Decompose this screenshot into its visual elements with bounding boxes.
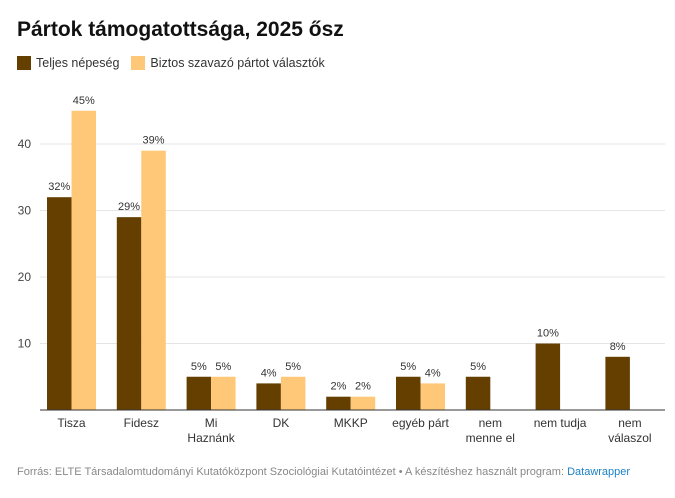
- data-label: 32%: [48, 181, 70, 193]
- data-label: 10%: [537, 328, 559, 340]
- data-label: 5%: [215, 361, 231, 373]
- data-label: 5%: [470, 361, 486, 373]
- bar: [326, 396, 351, 410]
- bar: [256, 383, 281, 410]
- legend-item-voters: Biztos szavazó pártot választók: [131, 56, 325, 70]
- bar: [186, 376, 212, 410]
- legend: Teljes népeség Biztos szavazó pártot vál…: [17, 56, 325, 70]
- bar: [116, 217, 142, 410]
- data-label: 29%: [118, 201, 140, 213]
- y-tick-label: 20: [18, 270, 32, 284]
- y-tick-label: 10: [18, 337, 32, 351]
- x-tick-label: válaszol: [608, 431, 651, 445]
- source-text: Forrás: ELTE Társadalomtudományi Kutatók…: [17, 466, 568, 478]
- data-label: 5%: [285, 361, 301, 373]
- bar: [280, 376, 306, 410]
- bar: [47, 197, 72, 410]
- bar: [71, 110, 96, 410]
- data-label: 5%: [191, 361, 207, 373]
- x-tick-label: Haznánk: [187, 431, 235, 445]
- data-label: 8%: [610, 341, 626, 353]
- legend-label: Biztos szavazó pártot választók: [150, 56, 325, 70]
- bar: [535, 343, 561, 410]
- x-tick-label: egyéb párt: [392, 416, 449, 430]
- y-tick-label: 40: [18, 137, 32, 151]
- x-tick-label: Tisza: [57, 416, 86, 430]
- x-tick-label: menne el: [466, 431, 515, 445]
- data-label: 39%: [143, 135, 165, 147]
- legend-label: Teljes népeség: [36, 56, 120, 70]
- data-label: 4%: [261, 367, 277, 379]
- x-tick-label: nem: [479, 416, 502, 430]
- x-tick-label: Fidesz: [124, 416, 159, 430]
- x-tick-label: nem: [618, 416, 641, 430]
- legend-swatch: [17, 56, 31, 70]
- bar: [605, 356, 630, 410]
- legend-item-total: Teljes népeség: [17, 56, 119, 70]
- chart-title: Pártok támogatottsága, 2025 ősz: [17, 18, 344, 41]
- bar: [396, 376, 421, 410]
- bar: [141, 150, 166, 410]
- bar: [465, 376, 491, 410]
- data-label: 4%: [425, 367, 441, 379]
- footer: Forrás: ELTE Társadalomtudományi Kutatók…: [17, 466, 630, 478]
- datawrapper-link[interactable]: Datawrapper: [567, 466, 631, 478]
- data-label: 45%: [73, 95, 95, 107]
- x-tick-label: MKKP: [334, 416, 368, 430]
- data-label: 2%: [330, 381, 346, 393]
- legend-swatch: [131, 56, 146, 70]
- x-tick-label: DK: [273, 416, 290, 430]
- y-tick-label: 30: [18, 204, 32, 218]
- x-tick-label: nem tudja: [534, 416, 587, 430]
- bar: [420, 383, 445, 410]
- bar: [350, 396, 376, 410]
- bar: [211, 376, 236, 410]
- x-tick-label: Mi: [205, 416, 218, 430]
- data-label: 5%: [400, 361, 416, 373]
- data-label: 2%: [355, 381, 371, 393]
